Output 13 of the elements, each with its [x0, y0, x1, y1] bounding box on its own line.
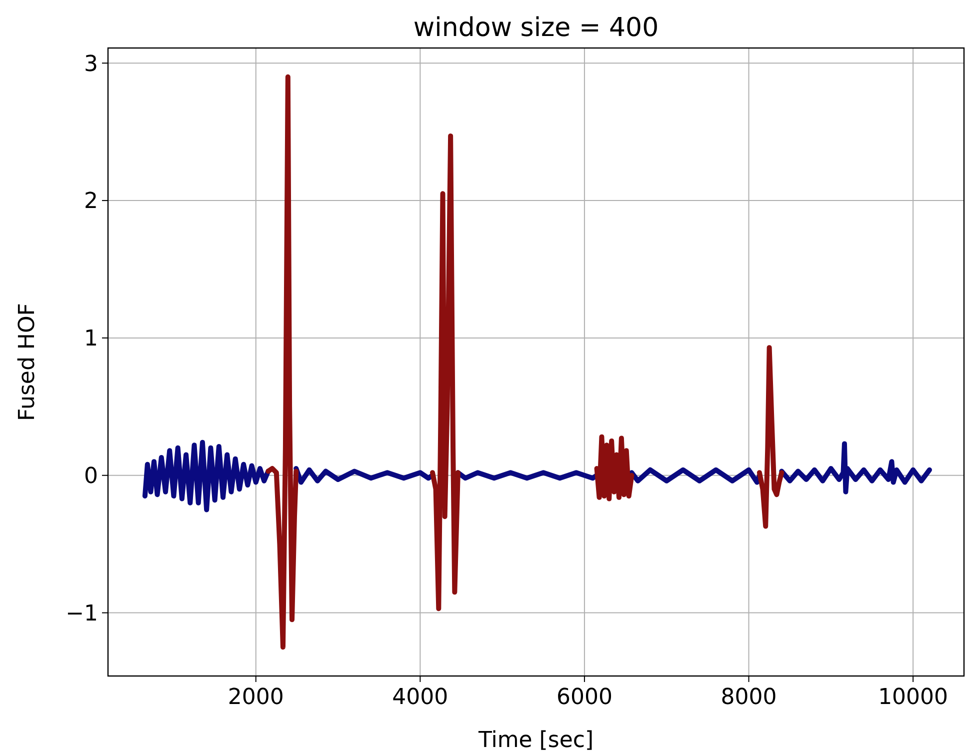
x-tick-label: 2000: [228, 685, 284, 710]
y-tick-label: 2: [84, 189, 98, 214]
x-axis-title: Time [sec]: [477, 728, 594, 753]
chart-title: window size = 400: [413, 13, 659, 43]
y-tick-label: 0: [84, 464, 98, 490]
x-tick-label: 10000: [878, 685, 948, 710]
x-tick-label: 6000: [556, 685, 612, 710]
x-tick-label: 4000: [392, 685, 448, 710]
x-tick-label: 8000: [720, 685, 777, 710]
y-axis-title: Fused HOF: [15, 303, 40, 421]
y-tick-label: 3: [84, 52, 98, 77]
y-tick-label: 1: [84, 326, 98, 352]
y-tick-label: −1: [66, 601, 98, 626]
